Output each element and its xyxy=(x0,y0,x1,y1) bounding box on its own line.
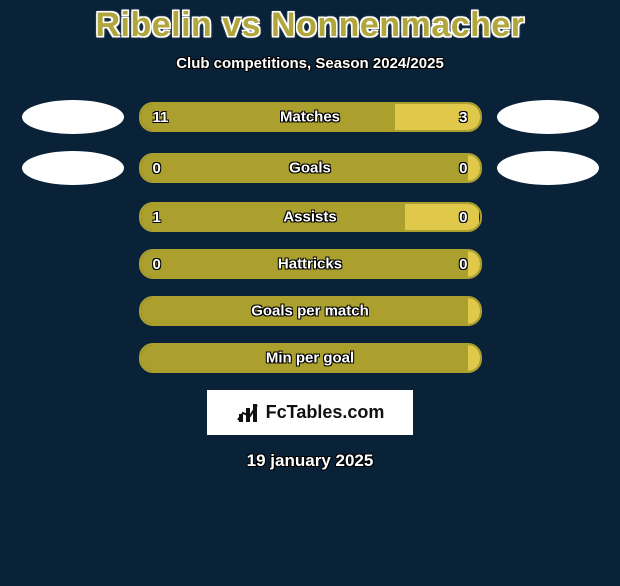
stat-bar-right: 3 xyxy=(395,104,480,130)
fctables-text-3: .com xyxy=(342,402,384,422)
stat-bar-left: 0 xyxy=(141,251,468,277)
stat-right-value: 0 xyxy=(459,256,467,273)
player-left-ellipse xyxy=(22,100,124,134)
stat-bar-left xyxy=(141,298,468,324)
fctables-text: FcTables.com xyxy=(266,402,385,423)
stat-right-value: 3 xyxy=(459,109,467,126)
stat-bar: 113Matches xyxy=(139,102,482,132)
stat-bar: 00Hattricks xyxy=(139,249,482,279)
stat-bar-right xyxy=(468,298,480,324)
stat-right-value: 0 xyxy=(459,209,467,226)
stat-bar-right: 0 xyxy=(405,204,480,230)
stat-bar-left: 11 xyxy=(141,104,395,130)
stat-row: 00Goals xyxy=(0,151,620,185)
stat-bar-right xyxy=(468,345,480,371)
stat-left-value: 1 xyxy=(153,209,161,226)
chart-icon xyxy=(236,402,262,424)
stat-left-value: 11 xyxy=(153,109,169,126)
stat-row: 10Assists xyxy=(0,202,620,232)
fctables-text-2: Tables xyxy=(287,402,343,422)
fctables-text-1: Fc xyxy=(266,402,287,422)
comparison-date: 19 january 2025 xyxy=(0,451,620,471)
stat-row: Min per goal xyxy=(0,343,620,373)
stat-bar-left: 1 xyxy=(141,204,405,230)
stat-bar: 00Goals xyxy=(139,153,482,183)
stat-left-value: 0 xyxy=(153,256,161,273)
stat-left-value: 0 xyxy=(153,160,161,177)
player-right-ellipse xyxy=(497,151,599,185)
comparison-rows: 113Matches00Goals10Assists00HattricksGoa… xyxy=(0,100,620,373)
comparison-title: Ribelin vs Nonnenmacher xyxy=(0,6,620,45)
stat-bar: Min per goal xyxy=(139,343,482,373)
stat-row: 113Matches xyxy=(0,100,620,134)
player-right-ellipse xyxy=(497,100,599,134)
stat-bar-right: 0 xyxy=(468,155,480,181)
stat-right-value: 0 xyxy=(459,160,467,177)
stat-row: Goals per match xyxy=(0,296,620,326)
stat-bar: 10Assists xyxy=(139,202,482,232)
player-left-ellipse xyxy=(22,151,124,185)
stat-bar-left: 0 xyxy=(141,155,468,181)
comparison-subtitle: Club competitions, Season 2024/2025 xyxy=(0,55,620,72)
fctables-badge: FcTables.com xyxy=(207,390,413,435)
stat-bar-left xyxy=(141,345,468,371)
stat-row: 00Hattricks xyxy=(0,249,620,279)
stat-bar: Goals per match xyxy=(139,296,482,326)
stat-bar-right: 0 xyxy=(468,251,480,277)
